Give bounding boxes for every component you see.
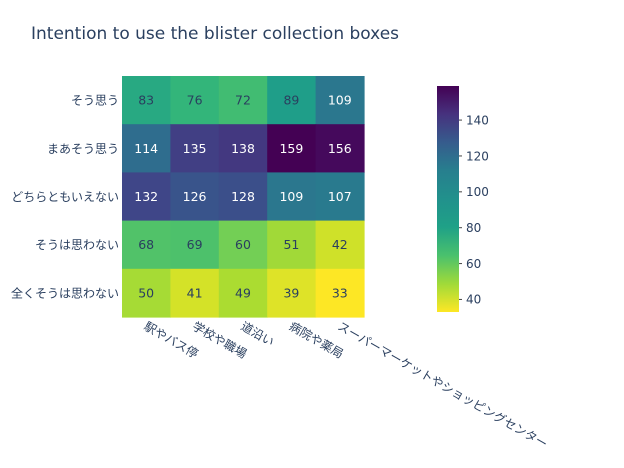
heatmap-cell — [122, 172, 171, 222]
cell-value-label: 109 — [279, 189, 303, 204]
heatmap-cells: 83 76 72 89 109 114 135 138 159 156 132 126 128 109 10… — [122, 76, 365, 318]
x-tick-label: 病院や薬局 — [287, 318, 346, 361]
heatmap-cell — [315, 76, 365, 125]
heatmap-cell — [170, 76, 220, 125]
y-tick-label: 全くそうは思わない — [11, 285, 119, 300]
cell-value-label: 60 — [235, 237, 251, 252]
x-tick-label: 学校や職場 — [190, 318, 249, 361]
cell-value-label: 72 — [235, 93, 251, 108]
heatmap-cell — [267, 268, 317, 318]
cell-value-label: 33 — [332, 285, 348, 300]
cell-value-label: 159 — [279, 141, 303, 156]
cell-value-label: 42 — [332, 237, 348, 252]
cell-value-label: 135 — [183, 141, 207, 156]
heatmap-cell — [170, 268, 220, 318]
heatmap-cell — [267, 76, 317, 125]
heatmap-cell — [315, 172, 365, 222]
cell-value-label: 69 — [187, 237, 203, 252]
heatmap-cell — [267, 220, 317, 270]
heatmap-cell — [218, 124, 268, 173]
y-tick-label: そうは思わない — [35, 238, 119, 252]
heatmap-cell — [170, 220, 220, 270]
y-tick-label: まあそう思う — [47, 142, 119, 156]
x-tick-label: 駅やバス停 — [142, 318, 201, 361]
cell-value-label: 109 — [328, 93, 352, 108]
cell-value-label: 68 — [138, 237, 154, 252]
cell-value-label: 83 — [138, 93, 154, 108]
heatmap-cell — [170, 172, 220, 222]
y-tick-label: どちらともいえない — [11, 190, 119, 204]
cell-value-label: 126 — [183, 189, 207, 204]
y-tick-label: そう思う — [71, 94, 119, 108]
cell-value-label: 89 — [283, 93, 299, 108]
heatmap-cell — [170, 124, 220, 173]
cell-value-label: 51 — [283, 237, 299, 252]
heatmap-cell — [315, 220, 365, 270]
cell-value-label: 39 — [283, 285, 299, 300]
heatmap-cell — [122, 124, 171, 173]
cell-value-label: 128 — [231, 189, 255, 204]
heatmap-cell — [122, 268, 171, 318]
cell-value-label: 107 — [328, 189, 352, 204]
cell-value-label: 76 — [187, 93, 203, 108]
heatmap-cell — [267, 124, 317, 173]
cell-value-label: 114 — [134, 141, 158, 156]
chart-title: Intention to use the blister collection … — [31, 24, 399, 44]
colorbar-tick-label: 80 — [466, 221, 481, 235]
heatmap-cell — [122, 76, 171, 125]
heatmap-cell — [315, 124, 365, 173]
colorbar-tick-label: 100 — [466, 185, 489, 199]
cell-value-label: 49 — [235, 285, 251, 300]
cell-value-label: 41 — [187, 285, 203, 300]
cell-value-label: 156 — [328, 141, 352, 156]
colorbar: 40 60 80 100 120 140 — [437, 86, 489, 312]
heatmap-cell — [267, 172, 317, 222]
colorbar-tick-label: 60 — [466, 257, 481, 271]
colorbar-tick-label: 40 — [466, 293, 481, 307]
cell-value-label: 50 — [138, 285, 154, 300]
heatmap-cell — [122, 220, 171, 270]
heatmap-cell — [218, 76, 268, 125]
heatmap-cell — [218, 220, 268, 270]
x-tick-label: スーパーマーケットやショッピングセンター — [335, 319, 550, 451]
colorbar-gradient — [437, 86, 459, 312]
heatmap-cell — [218, 172, 268, 222]
colorbar-tick-label: 140 — [466, 113, 489, 127]
cell-value-label: 138 — [231, 141, 255, 156]
colorbar-tick-label: 120 — [466, 149, 489, 163]
cell-value-label: 132 — [134, 189, 158, 204]
heatmap-cell — [218, 268, 268, 318]
heatmap-cell — [315, 268, 365, 318]
x-tick-label: 道沿い — [238, 319, 276, 349]
